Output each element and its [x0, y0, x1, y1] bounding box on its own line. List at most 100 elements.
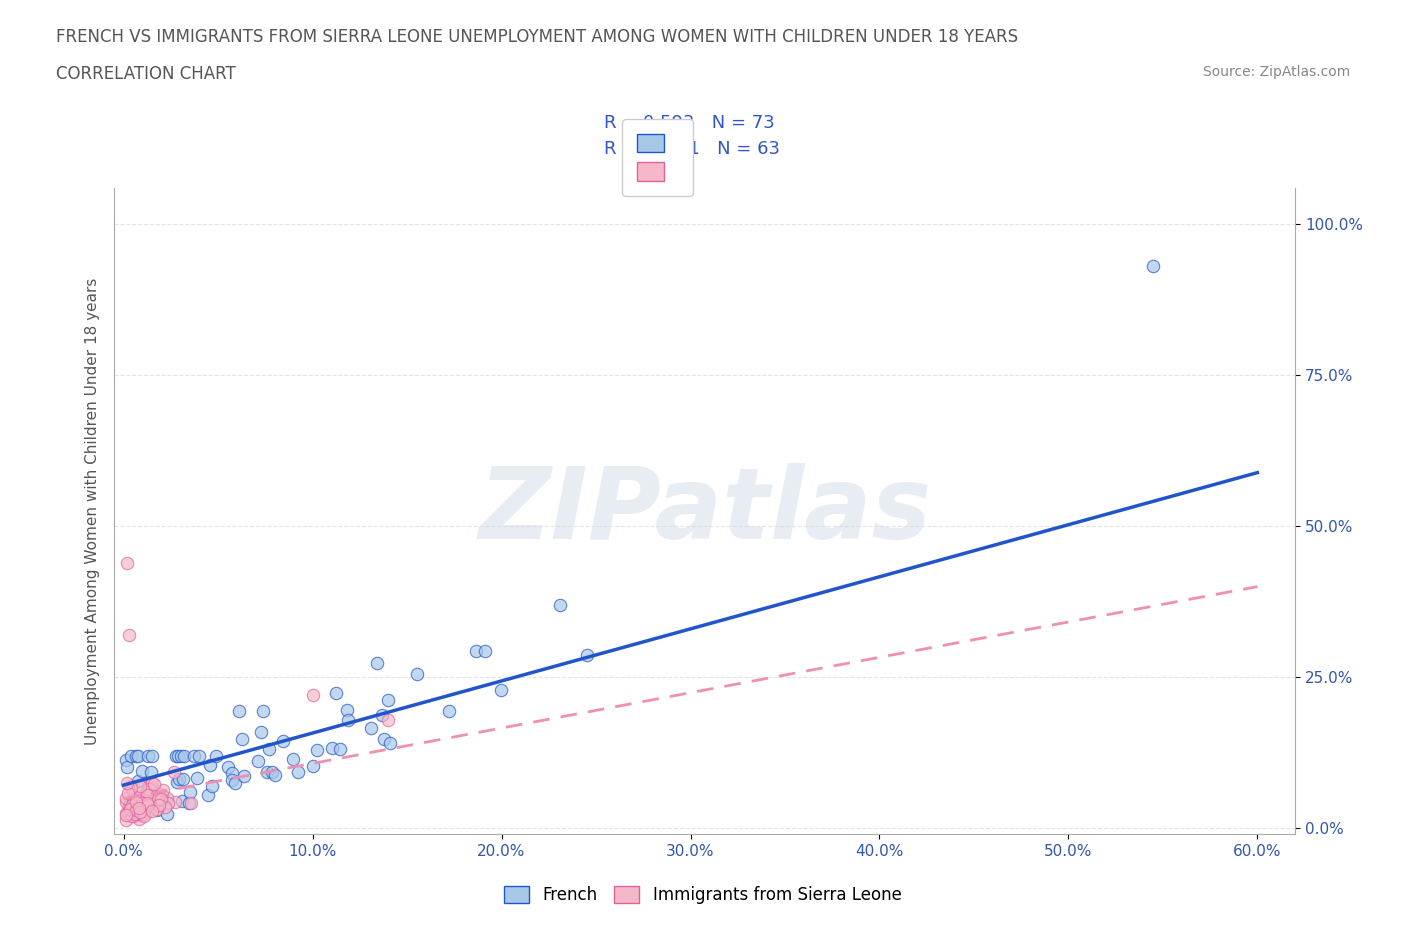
Point: [132, 807, 155, 822]
Point: [165, 749, 187, 764]
Point: [128, 778, 150, 793]
Point: [117, 799, 139, 814]
Point: [247, 754, 270, 769]
Point: [153, 799, 176, 814]
Point: [132, 788, 155, 803]
Point: [377, 712, 399, 727]
Point: [264, 767, 287, 782]
Point: [198, 758, 221, 773]
Point: [148, 786, 170, 801]
Point: [120, 802, 142, 817]
Point: [120, 796, 142, 811]
Point: [146, 794, 169, 809]
Point: [287, 764, 309, 779]
Point: [138, 781, 160, 796]
Point: [136, 796, 159, 811]
Point: [135, 800, 157, 815]
Point: [120, 809, 142, 824]
Point: [125, 749, 148, 764]
Point: [201, 778, 224, 793]
Text: Source: ZipAtlas.com: Source: ZipAtlas.com: [1202, 65, 1350, 79]
Point: [262, 764, 284, 779]
Point: [256, 764, 278, 779]
Point: [118, 796, 141, 811]
Point: [250, 724, 273, 739]
Point: [143, 790, 166, 804]
Point: [231, 732, 253, 747]
Text: R =  0.181   N = 63: R = 0.181 N = 63: [605, 140, 780, 158]
Point: [127, 790, 149, 804]
Y-axis label: Unemployment Among Women with Children Under 18 years: Unemployment Among Women with Children U…: [86, 277, 100, 745]
Point: [146, 794, 169, 809]
Point: [373, 732, 395, 747]
Point: [377, 692, 399, 707]
Point: [117, 776, 139, 790]
Point: [127, 774, 149, 789]
Text: ZIPatlas: ZIPatlas: [478, 463, 931, 560]
Point: [135, 785, 157, 800]
Point: [281, 751, 304, 766]
Point: [117, 786, 139, 801]
Point: [170, 793, 193, 808]
Point: [325, 685, 347, 700]
Point: [118, 804, 141, 818]
Point: [115, 794, 138, 809]
Point: [146, 802, 169, 817]
Point: [136, 804, 159, 819]
Point: [128, 811, 150, 826]
Point: [156, 790, 179, 805]
Point: [232, 768, 254, 783]
Point: [165, 794, 187, 809]
Point: [128, 793, 150, 808]
Point: [221, 773, 243, 788]
Point: [139, 777, 162, 792]
Point: [302, 758, 325, 773]
Point: [142, 777, 165, 791]
Point: [127, 749, 149, 764]
Point: [197, 787, 219, 802]
Point: [115, 760, 138, 775]
Point: [170, 749, 193, 764]
Point: [128, 801, 150, 816]
Point: [131, 805, 153, 820]
Point: [117, 555, 139, 570]
Point: [150, 794, 173, 809]
Point: [124, 807, 146, 822]
Point: [131, 796, 153, 811]
Point: [491, 683, 513, 698]
Point: [138, 749, 160, 764]
Point: [114, 790, 136, 805]
Point: [129, 804, 152, 819]
Point: [188, 749, 211, 764]
Point: [548, 598, 571, 613]
Point: [252, 704, 274, 719]
Point: [156, 807, 179, 822]
Point: [371, 708, 394, 723]
Point: [301, 688, 323, 703]
Point: [221, 765, 243, 780]
Point: [217, 759, 239, 774]
Point: [120, 778, 142, 793]
Point: [329, 742, 352, 757]
Point: [474, 644, 496, 658]
Point: [173, 749, 195, 764]
Point: [134, 807, 156, 822]
Text: CORRELATION CHART: CORRELATION CHART: [56, 65, 236, 83]
Point: [127, 800, 149, 815]
Point: [146, 803, 169, 817]
Point: [138, 798, 160, 813]
Point: [337, 712, 360, 727]
Point: [124, 809, 146, 824]
Text: R = 0.593   N = 73: R = 0.593 N = 73: [605, 114, 775, 132]
Text: FRENCH VS IMMIGRANTS FROM SIERRA LEONE UNEMPLOYMENT AMONG WOMEN WITH CHILDREN UN: FRENCH VS IMMIGRANTS FROM SIERRA LEONE U…: [56, 28, 1018, 46]
Point: [118, 805, 141, 820]
Point: [148, 798, 170, 813]
Point: [183, 749, 205, 764]
Point: [186, 771, 208, 786]
Point: [118, 628, 141, 643]
Point: [152, 783, 174, 798]
Point: [150, 788, 173, 803]
Point: [228, 704, 250, 719]
Point: [120, 780, 142, 795]
Point: [125, 794, 148, 809]
